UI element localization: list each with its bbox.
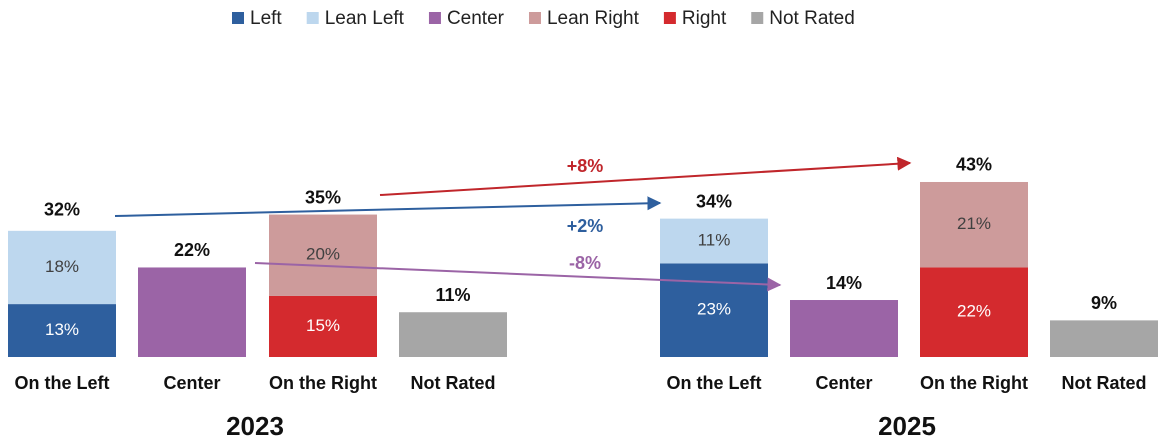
segment-label: 20% [306,245,340,264]
legend-label: Center [447,8,505,29]
x-tick-label: Center [163,373,220,393]
x-tick-label: On the Left [667,373,762,393]
bar-segment [1050,320,1158,357]
total-label: 22% [174,240,210,260]
x-tick-label: On the Right [920,373,1028,393]
total-label: 32% [44,200,80,220]
change-arrow [114,196,662,217]
bar-segment [920,181,1028,268]
bar-segment [269,214,377,296]
bar-segment [790,300,898,357]
bar-segment [660,218,768,264]
change-arrow [254,262,782,292]
total-label: 9% [1091,293,1117,313]
segment-label: 22% [957,302,991,321]
change-label: -8% [569,253,601,273]
total-label: 11% [435,285,470,305]
change-label: +2% [567,216,604,236]
legend-swatch [751,12,764,24]
legend-label: Not Rated [769,8,855,29]
total-label: 14% [826,273,862,293]
bar-segment [8,230,116,305]
total-label: 34% [696,191,732,211]
legend-label: Lean Left [325,8,405,29]
total-label: 35% [305,187,341,207]
segment-label: 18% [45,257,79,276]
bar-segment [269,295,377,357]
x-tick-label: On the Right [269,373,377,393]
x-tick-label: Not Rated [411,373,496,393]
x-tick-label: On the Left [15,373,110,393]
legend-label: Left [250,8,282,29]
bar-segment [660,263,768,357]
segment-label: 15% [306,316,340,335]
bar-segment [138,267,246,357]
segment-label: 13% [45,320,79,339]
legend-swatch [232,12,244,24]
legend-label: Right [682,8,727,29]
x-tick-label: Not Rated [1062,373,1147,393]
legend-swatch [528,12,541,24]
legend-swatch [306,12,319,24]
bar-segment [399,312,507,357]
bar-segment [920,267,1028,357]
change-arrow [379,156,912,196]
group-label: 2025 [878,411,936,441]
legend-label: Lean Right [547,8,640,29]
legend-swatch [663,12,676,24]
total-label: 43% [956,155,992,175]
segment-label: 21% [957,214,991,233]
segment-label: 23% [697,300,731,319]
x-tick-label: Center [815,373,872,393]
change-label: +8% [567,156,604,176]
legend-swatch [428,12,441,24]
segment-label: 11% [698,230,731,249]
bar-segment [8,304,116,357]
group-label: 2023 [226,411,284,441]
